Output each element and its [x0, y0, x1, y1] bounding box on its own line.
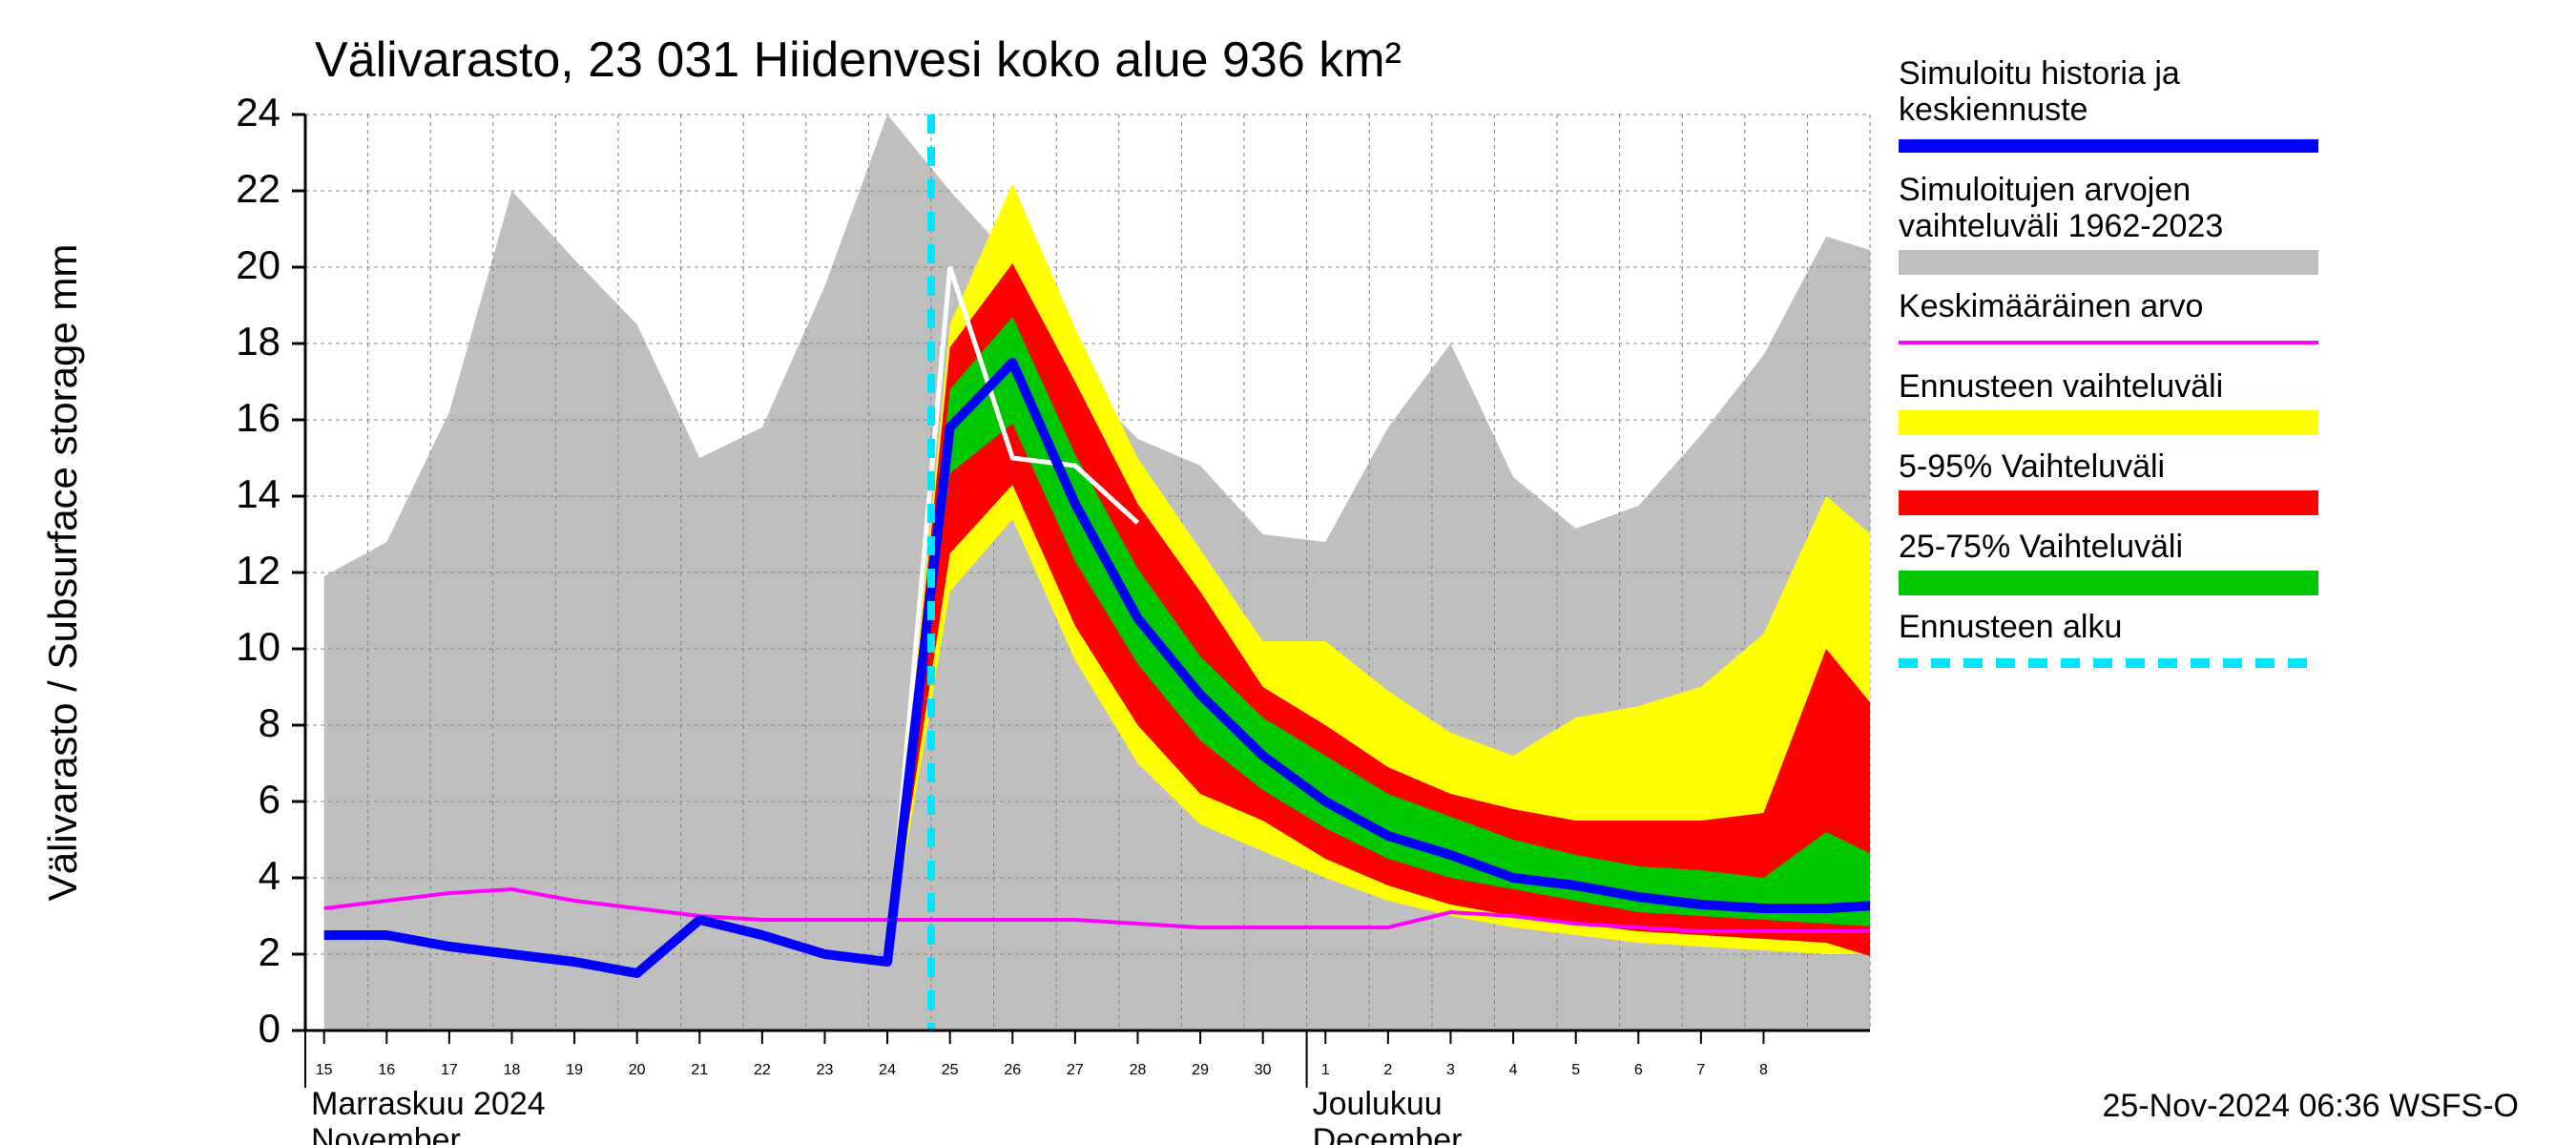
legend-label: Keskimääräinen arvo	[1899, 288, 2203, 324]
legend-swatch	[1899, 490, 2318, 515]
legend-label: Ennusteen alku	[1899, 609, 2122, 645]
x-tick-label: 2	[1383, 1062, 1392, 1078]
y-tick-label: 14	[236, 471, 280, 516]
legend-label: Ennusteen vaihteluväli	[1899, 368, 2223, 405]
legend-swatch	[1899, 410, 2318, 435]
legend-label: vaihteluväli 1962-2023	[1899, 208, 2223, 244]
month-label-en: November	[311, 1122, 461, 1145]
x-tick-label: 23	[817, 1062, 834, 1078]
x-tick-label: 29	[1192, 1062, 1209, 1078]
x-tick-label: 6	[1634, 1062, 1643, 1078]
legend-label: Simuloitujen arvojen	[1899, 172, 2191, 208]
chart-footer: 25-Nov-2024 06:36 WSFS-O	[2102, 1088, 2519, 1124]
month-label-fi: Joulukuu	[1313, 1086, 1443, 1122]
y-tick-label: 24	[236, 90, 280, 135]
y-tick-label: 12	[236, 548, 280, 593]
x-tick-label: 17	[441, 1062, 458, 1078]
subsurface-storage-chart: 0246810121416182022241516171819202122232…	[0, 0, 2576, 1145]
y-tick-label: 22	[236, 166, 280, 211]
y-tick-label: 6	[259, 777, 280, 822]
y-tick-label: 2	[259, 929, 280, 974]
legend-label: 25-75% Vaihteluväli	[1899, 529, 2183, 565]
x-tick-label: 7	[1696, 1062, 1705, 1078]
y-tick-label: 10	[236, 624, 280, 669]
y-axis-label: Välivarasto / Subsurface storage mm	[40, 244, 85, 902]
y-tick-label: 18	[236, 319, 280, 364]
y-tick-label: 8	[259, 700, 280, 745]
y-tick-label: 16	[236, 395, 280, 440]
x-tick-label: 1	[1321, 1062, 1330, 1078]
x-tick-label: 15	[316, 1062, 333, 1078]
x-tick-label: 5	[1571, 1062, 1580, 1078]
x-tick-label: 4	[1509, 1062, 1518, 1078]
x-tick-label: 19	[566, 1062, 583, 1078]
x-tick-label: 18	[504, 1062, 521, 1078]
month-label-fi: Marraskuu 2024	[311, 1086, 546, 1122]
legend-swatch	[1899, 571, 2318, 595]
x-tick-label: 28	[1130, 1062, 1147, 1078]
legend-label: 5-95% Vaihteluväli	[1899, 448, 2165, 485]
x-tick-label: 26	[1004, 1062, 1021, 1078]
x-tick-label: 27	[1067, 1062, 1084, 1078]
month-label-en: December	[1313, 1122, 1463, 1145]
x-tick-label: 8	[1759, 1062, 1768, 1078]
x-tick-label: 25	[942, 1062, 959, 1078]
x-tick-label: 22	[754, 1062, 771, 1078]
y-tick-label: 4	[259, 853, 280, 898]
x-tick-label: 21	[691, 1062, 708, 1078]
x-tick-label: 30	[1255, 1062, 1272, 1078]
x-tick-label: 16	[378, 1062, 395, 1078]
x-tick-label: 3	[1446, 1062, 1455, 1078]
x-tick-label: 20	[629, 1062, 646, 1078]
y-tick-label: 20	[236, 242, 280, 287]
legend-label: Simuloitu historia ja	[1899, 55, 2180, 92]
legend-label: keskiennuste	[1899, 92, 2088, 128]
x-tick-label: 24	[879, 1062, 896, 1078]
y-tick-label: 0	[259, 1006, 280, 1051]
legend-swatch	[1899, 250, 2318, 275]
chart-title: Välivarasto, 23 031 Hiidenvesi koko alue…	[315, 32, 1402, 88]
